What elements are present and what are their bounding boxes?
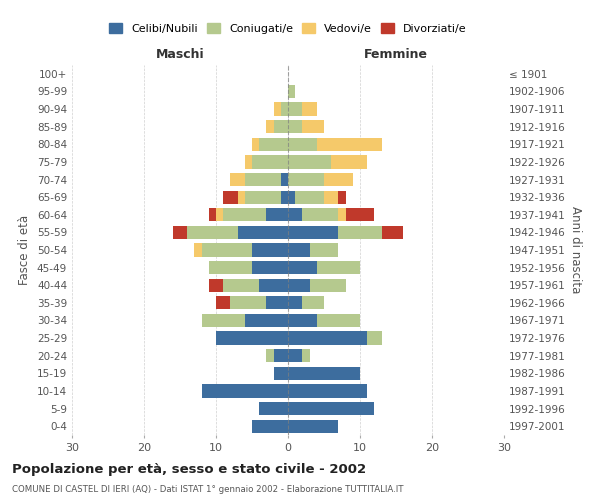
Bar xyxy=(317,138,382,151)
Bar xyxy=(338,208,346,222)
Bar xyxy=(288,85,295,98)
Bar xyxy=(317,261,360,274)
Bar xyxy=(266,296,288,310)
Bar xyxy=(209,208,216,222)
Y-axis label: Fasce di età: Fasce di età xyxy=(19,215,31,285)
Text: Femmine: Femmine xyxy=(364,48,428,62)
Bar xyxy=(302,120,324,134)
Bar xyxy=(223,278,259,292)
Bar xyxy=(310,278,346,292)
Bar xyxy=(288,402,374,415)
Bar xyxy=(288,296,302,310)
Bar xyxy=(288,120,302,134)
Bar xyxy=(338,190,346,204)
Bar xyxy=(288,384,367,398)
Bar xyxy=(288,138,317,151)
Bar xyxy=(266,208,288,222)
Bar xyxy=(230,296,266,310)
Bar xyxy=(259,402,288,415)
Bar xyxy=(274,366,288,380)
Bar xyxy=(288,349,302,362)
Bar xyxy=(202,384,288,398)
Bar xyxy=(295,190,324,204)
Bar xyxy=(202,314,245,327)
Bar xyxy=(187,226,238,239)
Bar xyxy=(288,226,338,239)
Bar xyxy=(274,349,288,362)
Bar xyxy=(238,226,288,239)
Bar xyxy=(288,420,338,433)
Bar xyxy=(209,278,223,292)
Text: Popolazione per età, sesso e stato civile - 2002: Popolazione per età, sesso e stato civil… xyxy=(12,462,366,475)
Bar xyxy=(281,190,288,204)
Bar xyxy=(245,173,281,186)
Bar xyxy=(173,226,187,239)
Bar xyxy=(382,226,403,239)
Bar xyxy=(252,138,259,151)
Bar xyxy=(288,366,360,380)
Bar xyxy=(288,208,302,222)
Bar xyxy=(288,332,367,344)
Bar xyxy=(252,156,288,168)
Bar xyxy=(209,261,252,274)
Bar xyxy=(274,102,281,116)
Bar xyxy=(310,244,338,256)
Bar xyxy=(223,190,238,204)
Bar xyxy=(230,173,245,186)
Bar xyxy=(252,244,288,256)
Bar xyxy=(259,138,288,151)
Bar xyxy=(288,314,317,327)
Text: COMUNE DI CASTEL DI IERI (AQ) - Dati ISTAT 1° gennaio 2002 - Elaborazione TUTTIT: COMUNE DI CASTEL DI IERI (AQ) - Dati IST… xyxy=(12,485,404,494)
Bar xyxy=(331,156,367,168)
Bar xyxy=(259,278,288,292)
Bar xyxy=(252,261,288,274)
Bar xyxy=(288,190,295,204)
Bar xyxy=(288,261,317,274)
Bar xyxy=(302,102,317,116)
Bar xyxy=(216,296,230,310)
Text: Maschi: Maschi xyxy=(155,48,205,62)
Bar xyxy=(346,208,374,222)
Bar xyxy=(274,120,288,134)
Bar xyxy=(302,208,338,222)
Bar xyxy=(245,156,252,168)
Bar xyxy=(216,332,288,344)
Bar xyxy=(288,173,324,186)
Bar xyxy=(317,314,360,327)
Bar xyxy=(281,173,288,186)
Bar xyxy=(202,244,252,256)
Bar xyxy=(324,190,338,204)
Bar xyxy=(288,156,331,168)
Bar xyxy=(238,190,245,204)
Bar xyxy=(324,173,353,186)
Bar xyxy=(288,102,302,116)
Bar xyxy=(288,278,310,292)
Bar xyxy=(223,208,266,222)
Y-axis label: Anni di nascita: Anni di nascita xyxy=(569,206,582,294)
Bar xyxy=(266,349,274,362)
Bar xyxy=(245,314,288,327)
Bar xyxy=(288,244,310,256)
Bar xyxy=(338,226,382,239)
Bar xyxy=(302,349,310,362)
Bar xyxy=(252,420,288,433)
Bar xyxy=(216,208,223,222)
Bar xyxy=(194,244,202,256)
Bar xyxy=(281,102,288,116)
Legend: Celibi/Nubili, Coniugati/e, Vedovi/e, Divorziati/e: Celibi/Nubili, Coniugati/e, Vedovi/e, Di… xyxy=(105,19,471,38)
Bar xyxy=(266,120,274,134)
Bar xyxy=(302,296,324,310)
Bar xyxy=(367,332,382,344)
Bar xyxy=(245,190,281,204)
